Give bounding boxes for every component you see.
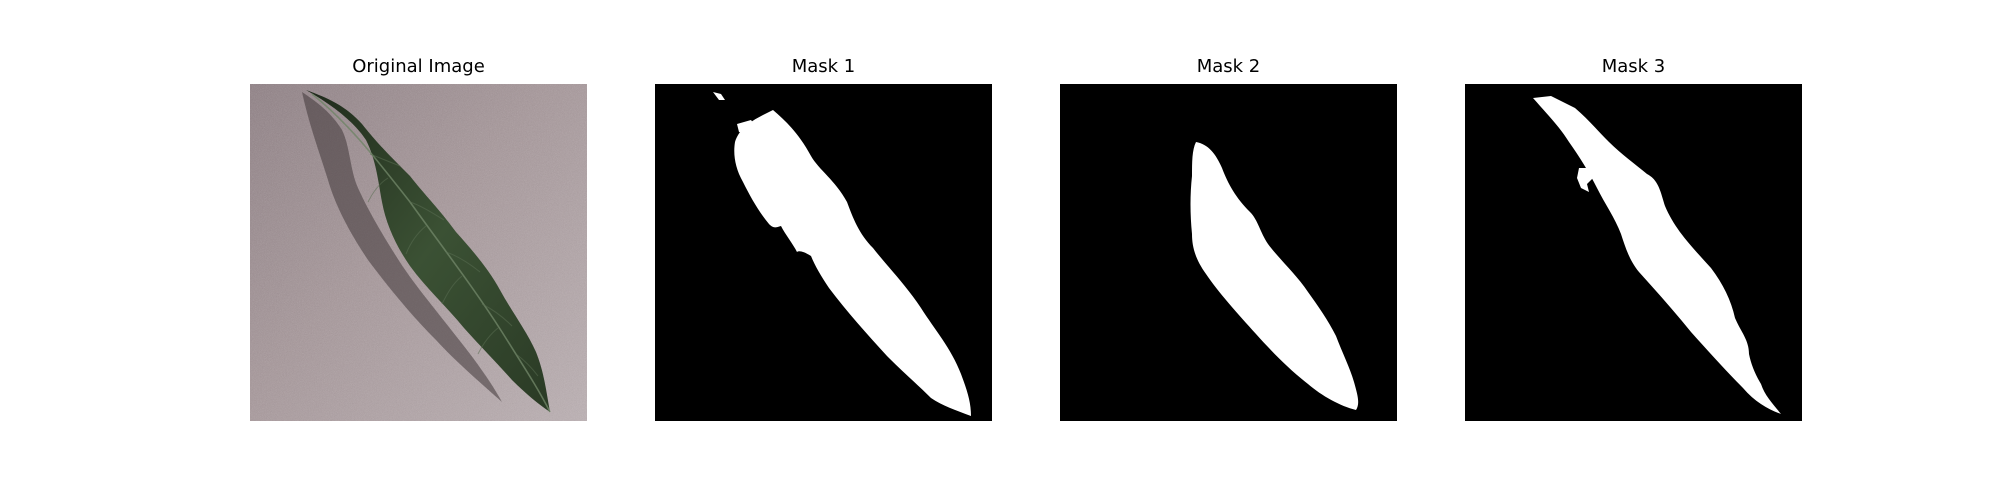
- original-leaf-photo: [250, 84, 587, 421]
- mask-fragment: [1577, 168, 1593, 192]
- leaf-midrib: [311, 93, 551, 413]
- mask-2-image: [1060, 84, 1397, 421]
- mask-leaf-shape: [1533, 96, 1781, 414]
- mask-leaf-shape: [734, 110, 971, 416]
- mask-leaf-shape: [1190, 142, 1359, 410]
- panel-mask-1: Mask 1: [655, 56, 992, 421]
- panel-original-image: Original Image: [250, 56, 587, 421]
- mask-fragment: [713, 92, 725, 100]
- mask-3-image: [1465, 84, 1802, 421]
- panel-title: Original Image: [352, 56, 485, 77]
- panel-title: Mask 1: [791, 56, 856, 77]
- leaf-shadow: [302, 92, 502, 402]
- mask-1-image: [655, 84, 992, 421]
- leaf-body: [306, 90, 550, 412]
- panel-title: Mask 3: [1601, 56, 1666, 77]
- panel-mask-3: Mask 3: [1465, 56, 1802, 421]
- leaf-veins: [367, 153, 539, 377]
- panel-mask-2: Mask 2: [1060, 56, 1397, 421]
- panel-title: Mask 2: [1196, 56, 1261, 77]
